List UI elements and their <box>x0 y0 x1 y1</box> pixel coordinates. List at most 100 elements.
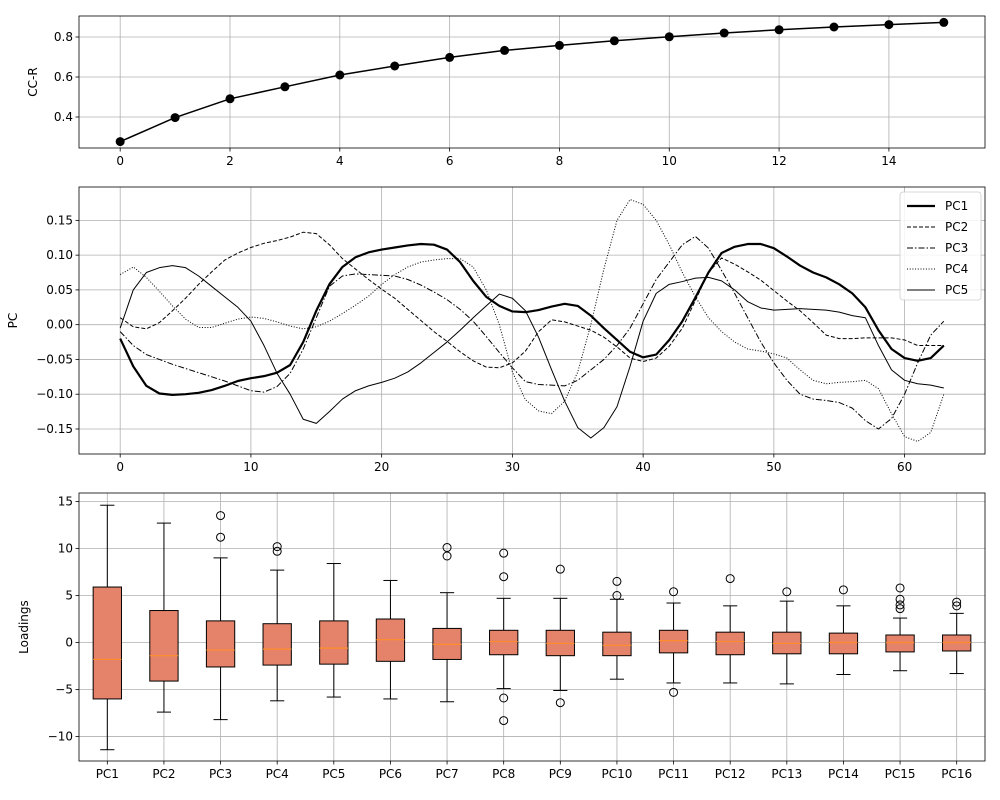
ccr-xtick-label: 14 <box>881 154 896 168</box>
pc-ytick-label: −0.15 <box>36 422 73 436</box>
ccr-point <box>500 45 510 55</box>
pc-series-pc1 <box>119 242 945 396</box>
outlier-point <box>216 532 226 542</box>
iqr-box <box>828 632 859 655</box>
outlier-point <box>952 597 962 607</box>
pc-xtick-label: 0 <box>116 460 124 474</box>
loadings-box-pc5 <box>319 563 349 698</box>
ccr-point <box>170 113 180 123</box>
loadings-box-pc15 <box>885 583 915 672</box>
ccr-xtick-label: 6 <box>446 154 454 168</box>
loadings-ytick-label: 15 <box>58 494 73 508</box>
pc-ytick-label: 0.15 <box>46 213 73 227</box>
ccr-point <box>554 40 564 50</box>
loadings-xtick-label: PC6 <box>379 767 402 781</box>
loadings-xtick-label: PC2 <box>152 767 175 781</box>
outlier-point <box>669 687 679 697</box>
iqr-box <box>262 623 292 666</box>
ccr-xtick-label: 12 <box>771 154 786 168</box>
loadings-panel: PC1 PC2 PC3 PC4 PC5 PC6 PC7 PC8 PC9 PC10 PC11 PC12 P… <box>17 492 986 781</box>
pc-ytick-label: −0.10 <box>36 387 73 401</box>
iqr-box <box>92 586 122 700</box>
outlier-point <box>272 542 282 552</box>
iqr-box <box>885 634 915 653</box>
loadings-ytick-label: −10 <box>48 730 73 744</box>
ccr-ytick-label: 0.6 <box>54 70 73 84</box>
loadings-xtick-label: PC11 <box>658 767 689 781</box>
pc-legend-box <box>899 191 982 301</box>
outlier-point <box>612 576 622 586</box>
pc-legend: PC1 PC2 PC3 PC4 PC5 <box>899 191 982 301</box>
ccr-point <box>335 70 345 80</box>
pc-series-pc5 <box>119 265 944 439</box>
loadings-ylabel: Loadings <box>17 600 31 654</box>
ccr-point <box>609 36 619 46</box>
loadings-xtick-label: PC16 <box>941 767 972 781</box>
loadings-ytick-label: −5 <box>55 683 73 697</box>
loadings-box-pc8 <box>489 548 519 726</box>
ccr-grid <box>79 16 985 148</box>
loadings-box-pc13 <box>772 587 802 685</box>
iqr-box <box>658 629 689 654</box>
ccr-point <box>280 82 290 92</box>
outlier-point <box>499 716 509 726</box>
loadings-xtick-label: PC12 <box>715 767 746 781</box>
ccr-point <box>829 22 839 32</box>
pc-legend-label-pc5: PC5 <box>945 283 968 297</box>
outlier-point <box>952 601 962 611</box>
outlier-point <box>555 698 565 708</box>
pc-xtick-label: 30 <box>505 460 520 474</box>
loadings-xtick-label: PC15 <box>885 767 916 781</box>
ccr-point <box>225 94 235 104</box>
ccr-ylabel: CC-R <box>26 67 40 96</box>
ccr-series <box>115 17 949 147</box>
ccr-point <box>719 28 729 38</box>
pc-series-pc4 <box>119 199 945 442</box>
loadings-box-pc10 <box>602 576 632 680</box>
outlier-point <box>782 587 792 597</box>
loadings-xtick-label: PC7 <box>435 767 458 781</box>
loadings-xtick-label: PC1 <box>96 767 119 781</box>
ccr-xtick-label: 10 <box>662 154 677 168</box>
outlier-point <box>669 587 679 597</box>
loadings-xtick-label: PC10 <box>601 767 632 781</box>
outlier-point <box>895 583 905 593</box>
loadings-axes-frame <box>78 492 986 762</box>
outlier-point <box>895 600 905 610</box>
loadings-xtick-label: PC4 <box>266 767 289 781</box>
loadings-ticks: PC1 PC2 PC3 PC4 PC5 PC6 PC7 PC8 PC9 PC10 PC11 PC12 P… <box>48 494 972 781</box>
ccr-xtick-label: 4 <box>336 154 344 168</box>
ccr-point <box>390 61 400 71</box>
loadings-box-pc6 <box>375 579 406 700</box>
loadings-xtick-label: PC9 <box>549 767 572 781</box>
loadings-box-pc7 <box>432 543 462 703</box>
loadings-box-pc4 <box>262 542 292 702</box>
pc-legend-label-pc2: PC2 <box>945 220 968 234</box>
ccr-line <box>119 21 944 143</box>
pc-series <box>119 199 945 442</box>
ccr-point <box>445 52 455 62</box>
ccr-point <box>664 32 674 42</box>
pc-panel: 0 10 20 30 40 50 60 −0.15 −0.10 −0.05 0.00 0.05 0.10… <box>6 186 986 474</box>
loadings-box-pc2 <box>149 522 179 713</box>
ccr-xtick-label: 8 <box>556 154 564 168</box>
pc-series-pc2 <box>119 231 944 369</box>
outlier-point <box>499 693 509 703</box>
outlier-point <box>216 511 226 521</box>
ccr-point <box>884 20 894 30</box>
iqr-box <box>602 631 632 657</box>
outlier-point <box>272 546 282 556</box>
loadings-ytick-label: 0 <box>65 636 73 650</box>
pc-ylabel: PC <box>6 313 20 329</box>
outlier-point <box>612 590 622 600</box>
outlier-point <box>895 604 905 614</box>
ccr-ytick-label: 0.8 <box>54 30 73 44</box>
ccr-ytick-label: 0.4 <box>54 110 73 124</box>
loadings-ytick-label: 5 <box>65 588 73 602</box>
loadings-box-pc12 <box>715 574 745 684</box>
ccr-point <box>115 137 125 147</box>
pc-legend-label-pc3: PC3 <box>945 241 968 255</box>
iqr-box <box>205 620 236 668</box>
loadings-box-pc16 <box>942 597 972 675</box>
